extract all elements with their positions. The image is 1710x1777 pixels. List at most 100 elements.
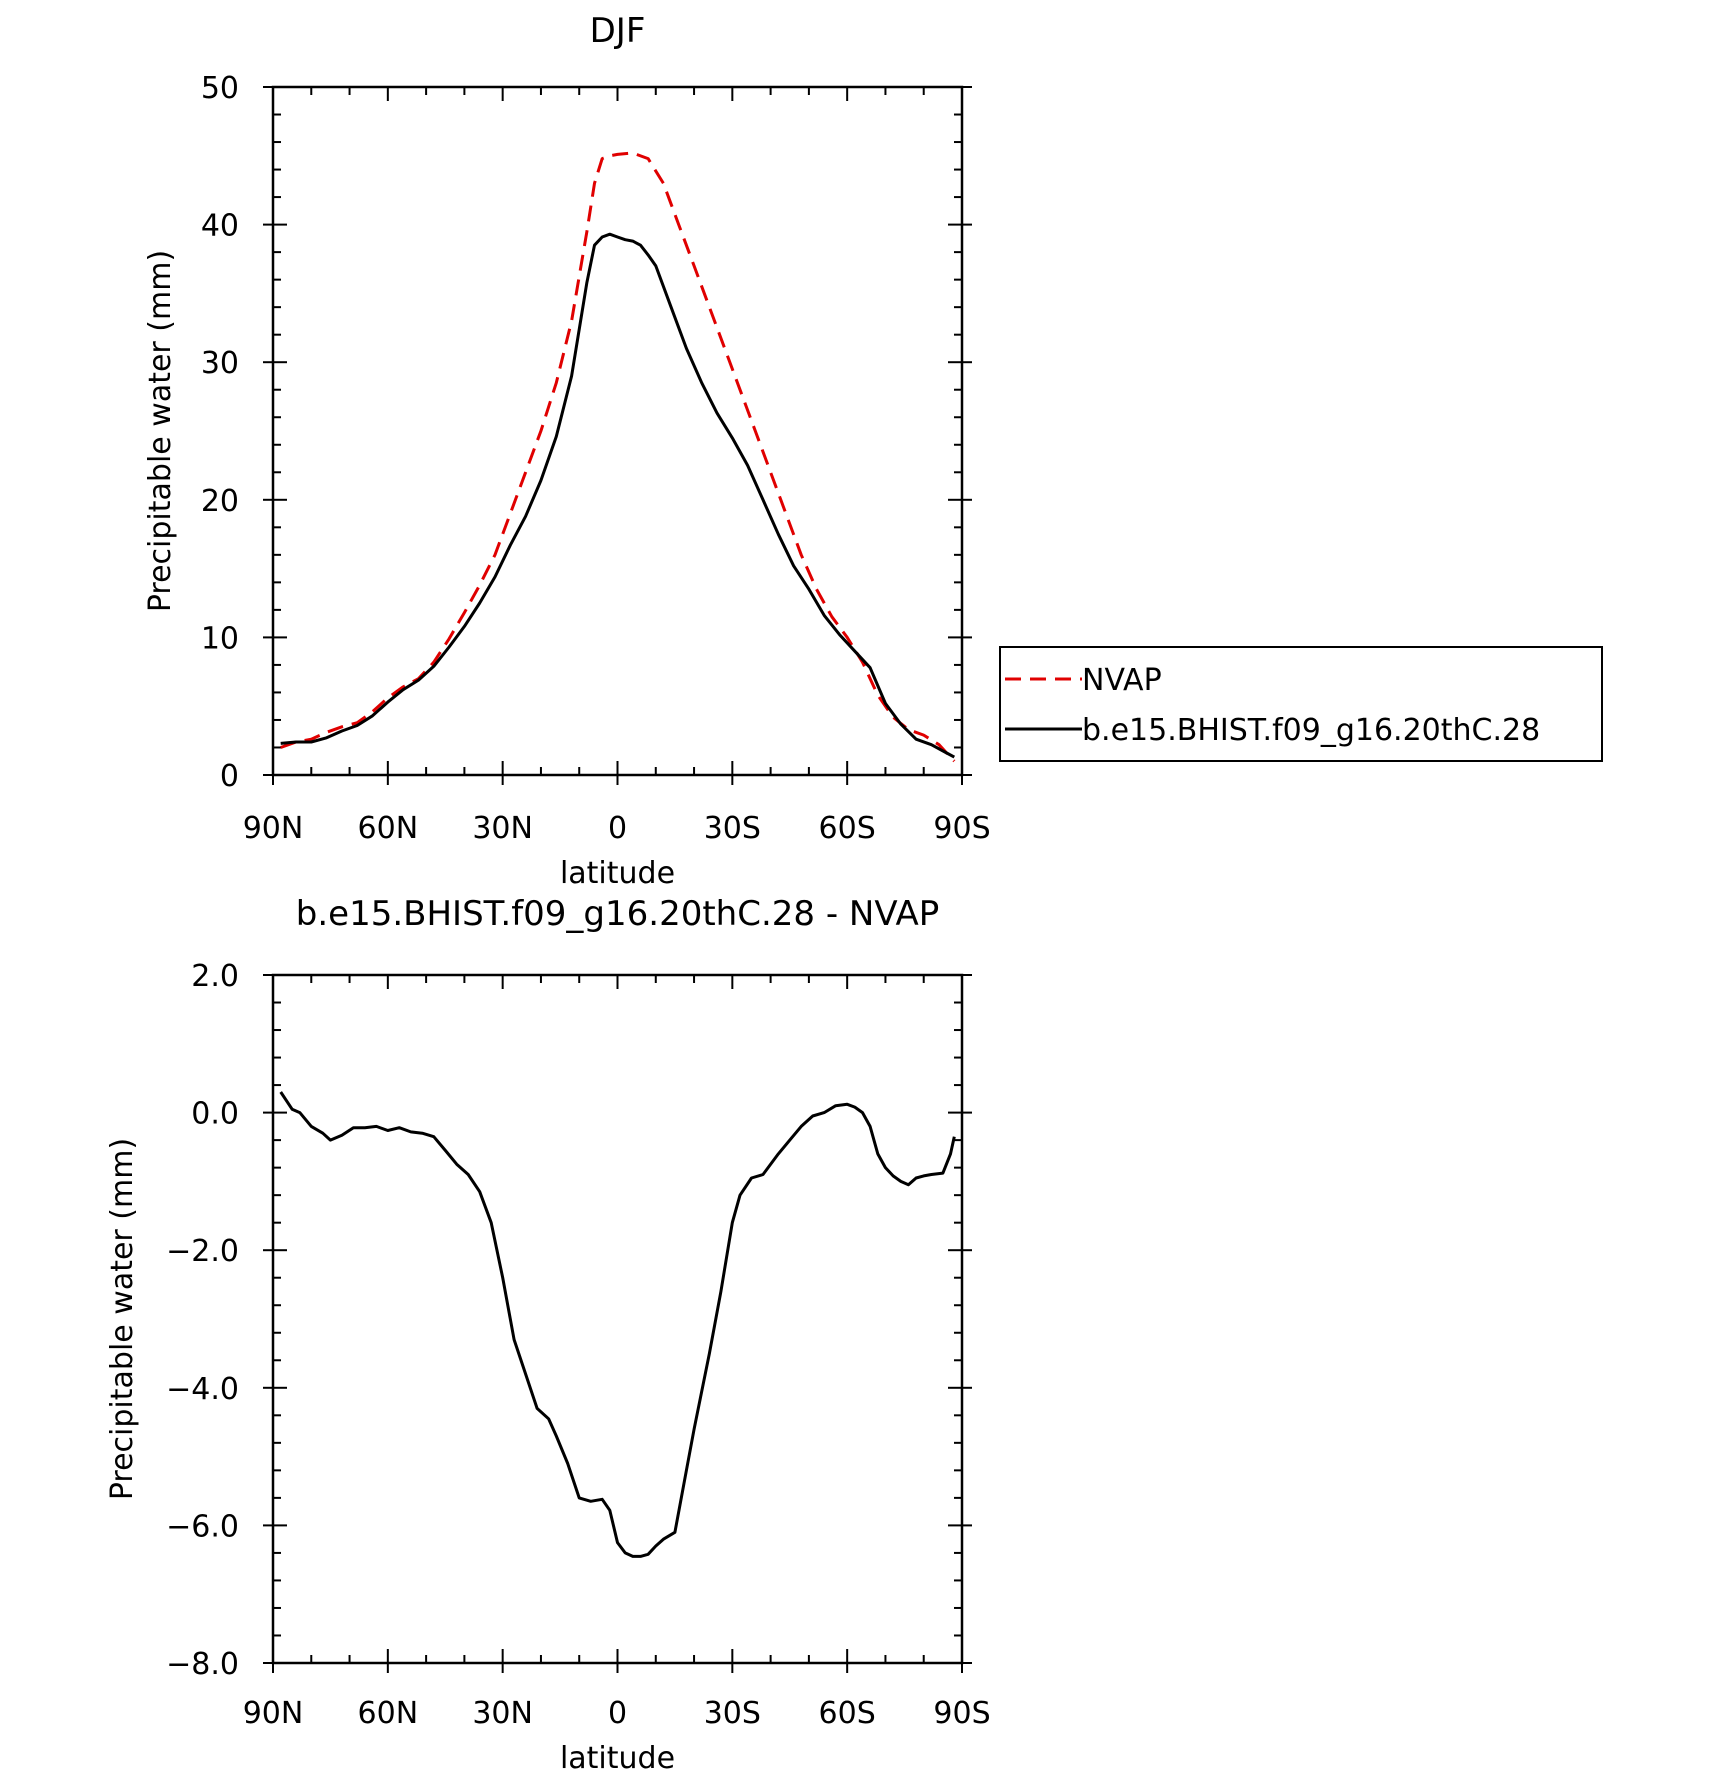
data-point [739, 1194, 741, 1196]
data-point [341, 1134, 343, 1136]
data-point [789, 1139, 791, 1141]
data-point [463, 625, 465, 627]
data-point [410, 1131, 412, 1133]
x-tick-label: 0 [608, 811, 627, 846]
data-point [494, 554, 496, 556]
data-point [456, 1163, 458, 1165]
data-point [716, 412, 718, 414]
data-point [616, 153, 618, 155]
data-point [942, 1172, 944, 1174]
series-line-2 [280, 232, 956, 759]
data-point [421, 1132, 423, 1134]
data-point [329, 1139, 331, 1141]
data-point [930, 744, 932, 746]
data-point [823, 614, 825, 616]
legend: NVAP b.e15.BHIST.f09_g16.20thC.28 [999, 646, 1603, 762]
data-point [279, 1091, 281, 1093]
data-point [578, 1497, 580, 1499]
data-point [953, 760, 955, 762]
data-point [490, 1221, 492, 1223]
data-point [513, 1338, 515, 1340]
data-point [433, 665, 435, 667]
data-point [371, 711, 373, 713]
data-point [892, 1175, 894, 1177]
data-point [678, 223, 680, 225]
data-point [467, 1173, 469, 1175]
data-point [930, 1173, 932, 1175]
data-point [325, 731, 327, 733]
data-point [570, 320, 572, 322]
data-point [915, 738, 917, 740]
data-point [593, 182, 595, 184]
data-point [861, 1111, 863, 1113]
data-point [479, 584, 481, 586]
data-point [387, 697, 389, 699]
plot-frame [271, 85, 964, 777]
data-point [593, 244, 595, 246]
data-point [953, 756, 955, 758]
data-point [838, 633, 840, 635]
data-point [823, 1111, 825, 1113]
data-point [693, 1428, 695, 1430]
data-point [524, 1373, 526, 1375]
data-point [364, 1127, 366, 1129]
x-tick-label: 60N [358, 1696, 419, 1731]
x-tick-label: 90S [933, 811, 990, 846]
data-point [900, 1180, 902, 1182]
x-tick-label: 30N [472, 1696, 533, 1731]
data-point [639, 1555, 641, 1557]
data-point [815, 588, 817, 590]
data-point [463, 611, 465, 613]
data-point [586, 230, 588, 232]
data-point [402, 688, 404, 690]
data-point [616, 1541, 618, 1543]
data-point [731, 437, 733, 439]
data-point [310, 738, 312, 740]
x-tick-label: 90N [243, 1696, 304, 1731]
data-point [295, 741, 297, 743]
data-point [524, 471, 526, 473]
y-tick-label: 0 [220, 759, 239, 794]
data-point [310, 741, 312, 743]
data-point [923, 734, 925, 736]
data-point [325, 737, 327, 739]
data-point [762, 1173, 764, 1175]
data-point [433, 1135, 435, 1137]
data-point [536, 1407, 538, 1409]
data-point [693, 265, 695, 267]
y-tick-label: −8.0 [166, 1647, 239, 1682]
data-point [375, 1125, 377, 1127]
chart-title: DJF [590, 11, 646, 51]
data-point [846, 1103, 848, 1105]
data-point [322, 1132, 324, 1134]
data-point [769, 471, 771, 473]
legend-label: b.e15.BHIST.f09_g16.20thC.28 [1082, 713, 1540, 748]
data-point [647, 1553, 649, 1555]
y-tick-label: −4.0 [166, 1372, 239, 1407]
plot-frame [271, 973, 964, 1665]
data-point [800, 554, 802, 556]
y-axis-label: Precipitable water (mm) [143, 250, 178, 612]
x-axis-label: latitude [560, 1741, 675, 1776]
data-point [509, 512, 511, 514]
data-point [884, 702, 886, 704]
data-point [777, 1153, 779, 1155]
data-point [609, 1509, 611, 1511]
data-point [854, 650, 856, 652]
data-point [387, 1129, 389, 1131]
data-point [609, 233, 611, 235]
x-tick-label: 90N [243, 811, 304, 846]
data-point [670, 306, 672, 308]
data-point [945, 752, 947, 754]
x-tick-label: 60S [819, 811, 876, 846]
chart-panel-1: DJF 90N 60N 30N 0 30S 60S 90S 0 10 20 30 40 50 latitud… [143, 11, 1603, 891]
x-tick-label: 30S [704, 1696, 761, 1731]
data-point [808, 588, 810, 590]
data-point [708, 1352, 710, 1354]
data-point [655, 265, 657, 267]
data-point [750, 1177, 752, 1179]
data-point [279, 746, 281, 748]
data-point [812, 1115, 814, 1117]
x-axis-label: latitude [560, 856, 675, 891]
